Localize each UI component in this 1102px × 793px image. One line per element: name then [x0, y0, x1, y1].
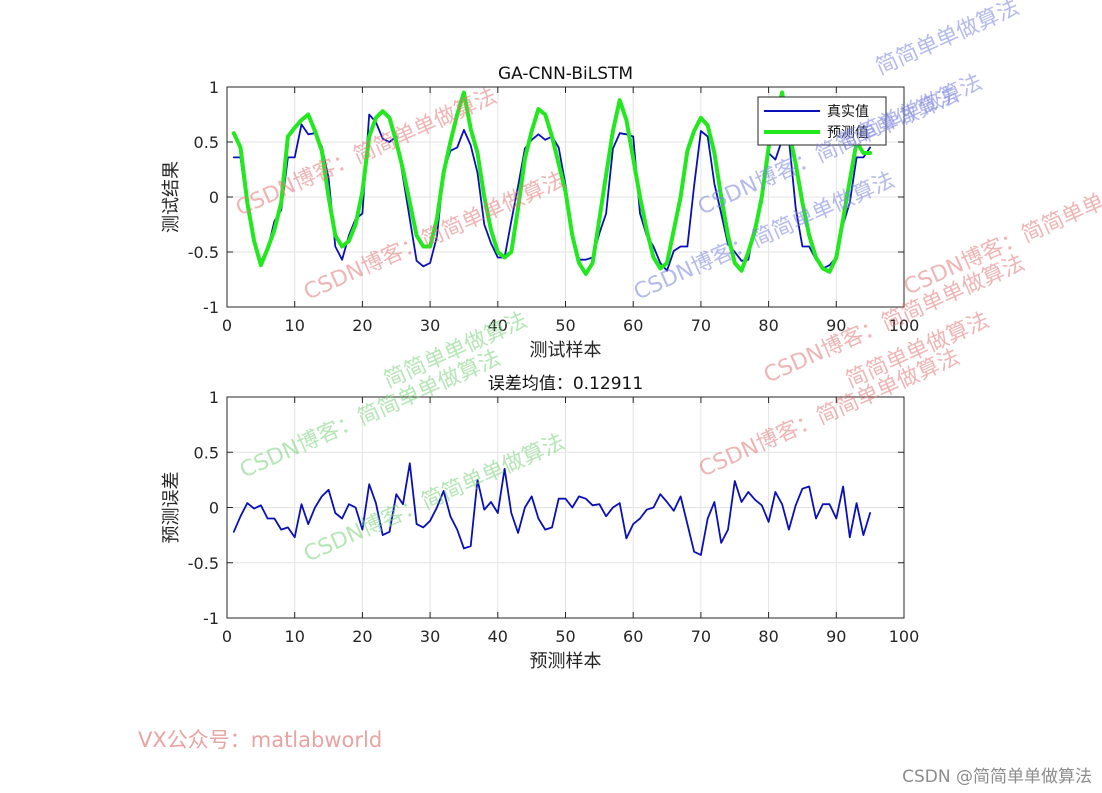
x-tick-label: 20 — [352, 627, 372, 646]
y-tick-label: 1 — [209, 388, 219, 407]
x-tick-label: 50 — [555, 316, 575, 335]
chart-title: GA-CNN-BiLSTM — [498, 64, 633, 84]
x-axis-label: 预测样本 — [530, 651, 602, 672]
x-tick-label: 100 — [889, 316, 920, 335]
x-tick-label: 100 — [889, 627, 920, 646]
chart-title: 误差均值：0.12911 — [488, 374, 643, 394]
x-tick-label: 40 — [488, 627, 508, 646]
x-tick-label: 40 — [488, 316, 508, 335]
x-tick-label: 60 — [623, 316, 643, 335]
legend-label-2: 预测值 — [827, 125, 869, 141]
bottom-subplot: 0 10 20 30 40 50 60 70 80 90 100 -1 -0.5 0 0.5 1 误差均值：0.… — [161, 374, 919, 672]
legend-label-1: 真实值 — [827, 104, 869, 120]
x-tick-label: 10 — [285, 627, 305, 646]
y-axis-label: 测试结果 — [161, 161, 182, 233]
y-tick-label: 0 — [209, 499, 219, 518]
csdn-author-mark: CSDN @简简单单做算法 — [902, 767, 1092, 787]
x-tick-label: 90 — [826, 627, 846, 646]
x-tick-label: 70 — [691, 316, 711, 335]
x-tick-label: 20 — [352, 316, 372, 335]
x-tick-label: 60 — [623, 627, 643, 646]
series-line-2-1 — [232, 462, 871, 556]
y-tick-label: -0.5 — [188, 554, 219, 573]
series-line-1-2 — [231, 90, 873, 276]
y-tick-label: 0.5 — [194, 443, 219, 462]
x-tick-label: 10 — [285, 316, 305, 335]
y-tick-label: 0 — [209, 188, 219, 207]
x-axis-label: 测试样本 — [530, 340, 602, 361]
x-tick-label: 80 — [758, 627, 778, 646]
y-tick-label: -1 — [203, 298, 219, 317]
legend-box — [757, 96, 887, 146]
x-tick-label: 0 — [222, 627, 232, 646]
y-tick-label: 0.5 — [194, 133, 219, 152]
y-tick-label: 1 — [209, 78, 219, 97]
x-tick-label: 90 — [826, 316, 846, 335]
credit-text: VX公众号：matlabworld — [138, 728, 383, 752]
x-tick-label: 70 — [691, 627, 711, 646]
x-tick-label: 80 — [758, 316, 778, 335]
x-tick-label: 0 — [222, 316, 232, 335]
x-tick-label: 50 — [555, 627, 575, 646]
x-tick-label: 30 — [420, 627, 440, 646]
top-subplot: 0 10 20 30 40 50 60 70 80 90 100 -1 -0.5 0 0.5 1 GA-CNN-… — [161, 64, 919, 361]
x-tick-label: 30 — [420, 316, 440, 335]
watermark-text: 简简单单做算法 — [872, 0, 1023, 80]
y-tick-label: -0.5 — [188, 243, 219, 262]
y-axis-label: 预测误差 — [161, 472, 182, 544]
y-tick-label: -1 — [203, 609, 219, 628]
